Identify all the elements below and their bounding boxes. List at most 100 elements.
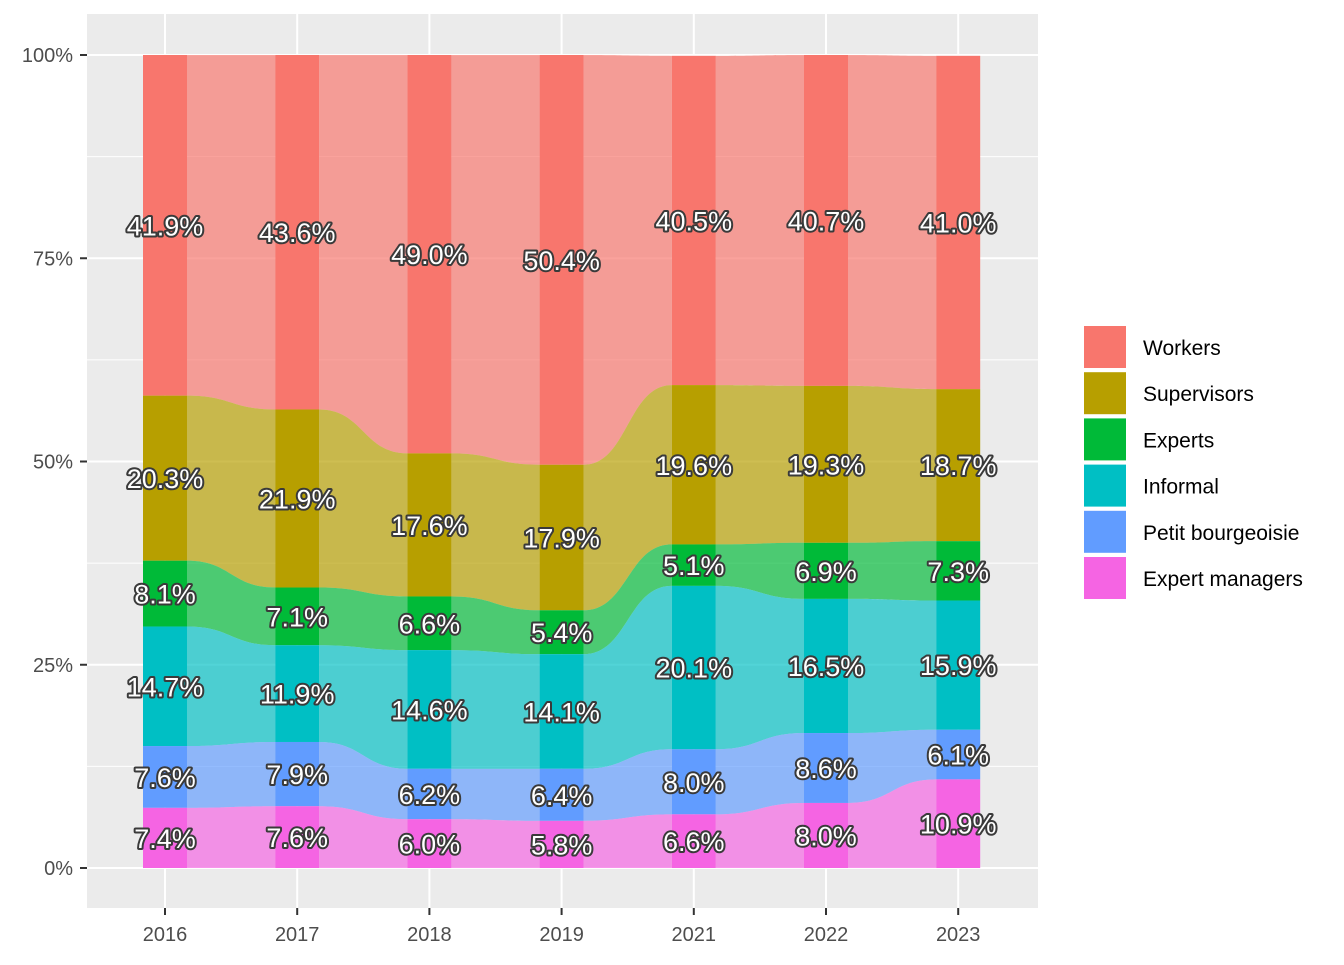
- bar-segment-petit-bourgeoisie: [671, 749, 716, 815]
- legend-label: Petit bourgeoisie: [1143, 522, 1299, 545]
- flow-workers: [583, 55, 672, 465]
- y-tick-label: 50%: [33, 452, 73, 474]
- bar-segment-experts: [936, 541, 981, 601]
- legend-item-expert-managers: Expert managers: [1082, 555, 1303, 601]
- data-label: 16.5%: [788, 652, 865, 682]
- data-label: 7.3%: [927, 557, 989, 587]
- data-label: 6.9%: [795, 557, 857, 587]
- data-label: 5.4%: [531, 618, 593, 648]
- flow-workers: [451, 55, 540, 465]
- bar-segment-expert-managers: [539, 820, 584, 868]
- data-label: 49.0%: [391, 240, 468, 270]
- flow-workers: [187, 55, 276, 410]
- data-label: 6.2%: [399, 780, 461, 810]
- legend-label: Workers: [1143, 337, 1221, 360]
- flow-supervisors: [187, 395, 276, 588]
- bar-labels: 41.9% 20.3% 8.1% 14.7% 7.6% 7.4% 43.6% 21.9% 7.1…: [125, 204, 999, 862]
- data-label: 10.9%: [920, 810, 997, 840]
- data-label: 40.5%: [656, 206, 733, 236]
- flow-informal: [848, 598, 937, 734]
- data-label: 14.6%: [391, 695, 468, 725]
- stacked-bars: [143, 55, 981, 868]
- legend-swatch: [1082, 462, 1128, 509]
- bar-segment-expert-managers: [407, 819, 452, 868]
- flow-petit-bourgeoisie: [451, 768, 540, 821]
- legend-item-petit-bourgeoisie: Petit bourgeoisie: [1082, 508, 1299, 555]
- bar-segment-expert-managers: [275, 806, 320, 868]
- bar-segment-supervisors: [804, 385, 848, 543]
- data-label: 7.9%: [266, 760, 328, 790]
- data-label: 14.1%: [523, 697, 600, 727]
- data-label: 50.4%: [523, 246, 600, 276]
- data-label: 7.1%: [266, 602, 328, 632]
- legend-label: Informal: [1143, 476, 1219, 499]
- flow-informal: [451, 650, 540, 769]
- data-label: 6.4%: [531, 781, 593, 811]
- flow-experts: [319, 587, 408, 651]
- flow-supervisors: [848, 385, 937, 543]
- data-label: 8.0%: [663, 768, 725, 798]
- bar-segment-supervisors: [143, 395, 187, 561]
- x-axis: 2016 2017 2018 2019 2021 2022 2023: [143, 908, 981, 946]
- bar-segment-petit-bourgeoisie: [804, 733, 848, 803]
- data-label: 41.0%: [920, 208, 997, 238]
- bar-segment-informal: [804, 598, 848, 734]
- bar-segment-supervisors: [275, 409, 320, 588]
- legend-swatch: [1082, 416, 1128, 463]
- bar-segment-experts: [143, 560, 187, 627]
- bar-segment-supervisors: [539, 464, 584, 611]
- x-tick-label: 2022: [804, 924, 849, 946]
- legend-item-workers: Workers: [1082, 324, 1221, 370]
- bar-segment-supervisors: [671, 385, 716, 545]
- flow-experts: [715, 542, 804, 599]
- bar-segment-workers: [407, 55, 452, 454]
- data-label: 40.7%: [788, 206, 865, 236]
- legend-item-informal: Informal: [1082, 462, 1219, 509]
- flow-petit-bourgeoisie: [715, 733, 804, 815]
- data-label: 18.7%: [920, 451, 997, 481]
- flow-experts: [583, 544, 672, 655]
- data-label: 7.6%: [266, 823, 328, 853]
- flow-workers: [848, 55, 937, 390]
- data-label: 5.8%: [531, 830, 593, 860]
- bar-segment-informal: [671, 585, 716, 750]
- bar-segment-informal: [539, 654, 584, 769]
- data-label: 6.6%: [399, 609, 461, 639]
- legend-label: Expert managers: [1143, 568, 1303, 591]
- flow-expert-managers: [583, 814, 672, 868]
- bar-segment-workers: [143, 55, 187, 396]
- bar-segment-informal: [143, 626, 187, 747]
- data-label: 17.6%: [391, 511, 468, 541]
- legend-label: Supervisors: [1143, 383, 1254, 406]
- x-tick-label: 2019: [539, 924, 584, 946]
- data-label: 7.6%: [134, 763, 196, 793]
- x-tick-label: 2023: [936, 924, 981, 946]
- y-tick-label: 100%: [22, 45, 73, 67]
- data-label: 14.7%: [127, 672, 204, 702]
- data-label: 20.3%: [127, 464, 204, 494]
- bar-segment-informal: [407, 650, 452, 769]
- data-label: 17.9%: [523, 524, 600, 554]
- data-label: 19.6%: [656, 451, 733, 481]
- flow-experts: [187, 560, 276, 646]
- flow-supervisors: [451, 453, 540, 611]
- bar-segment-petit-bourgeoisie: [539, 768, 584, 821]
- legend-swatch: [1082, 370, 1128, 417]
- bar-segment-informal: [936, 600, 981, 730]
- flow-experts: [848, 541, 937, 601]
- data-label: 7.4%: [134, 824, 196, 854]
- flow-petit-bourgeoisie: [319, 741, 408, 820]
- bar-segment-experts: [804, 542, 848, 599]
- x-tick-label: 2018: [407, 924, 452, 946]
- data-label: 19.3%: [788, 450, 865, 480]
- flow-informal: [583, 585, 672, 769]
- y-axis: 0% 25% 50% 75% 100%: [22, 45, 87, 880]
- flow-informal: [187, 626, 276, 747]
- y-tick-label: 25%: [33, 655, 73, 677]
- bar-segment-workers: [671, 55, 716, 386]
- bar-segment-workers: [275, 55, 320, 410]
- data-label: 43.6%: [259, 218, 336, 248]
- bar-segment-petit-bourgeoisie: [275, 741, 320, 807]
